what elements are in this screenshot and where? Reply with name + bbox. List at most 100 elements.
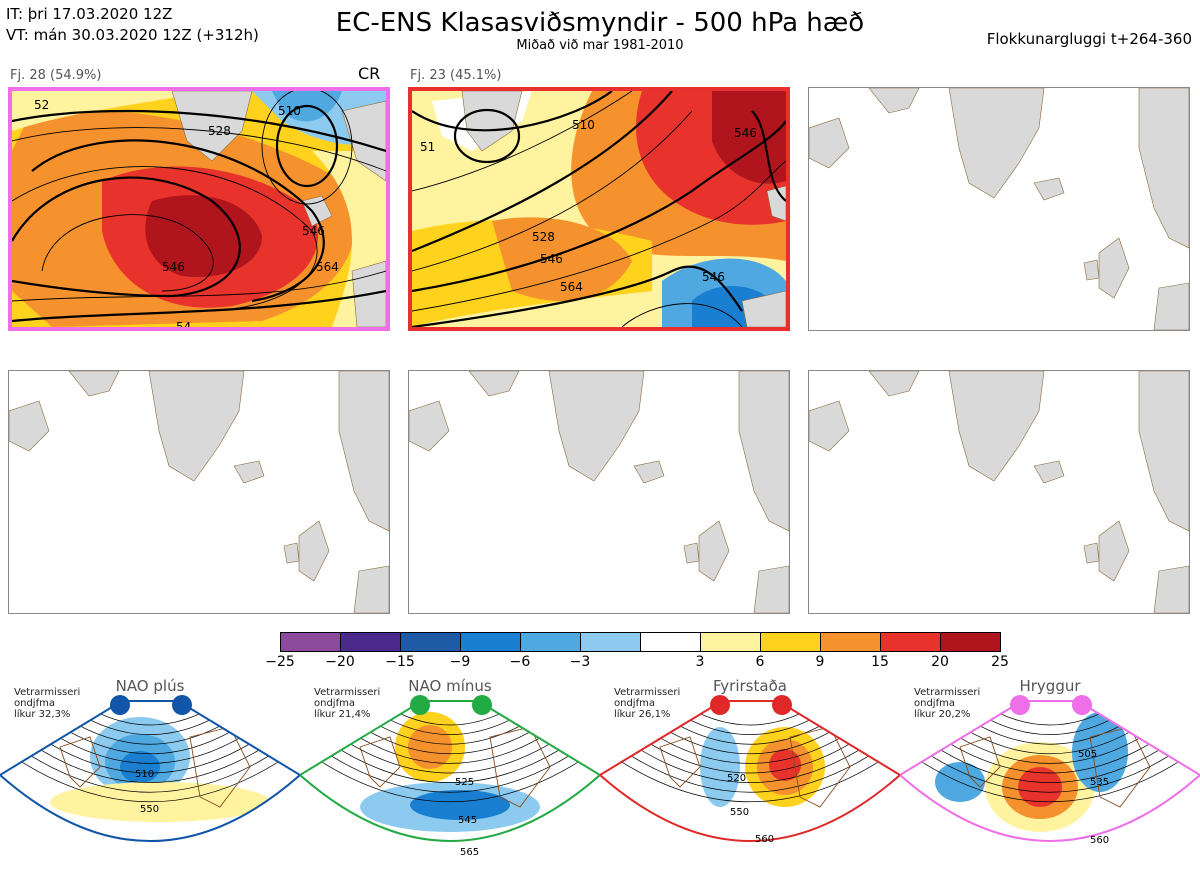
regime-name: Fyrirstaða — [713, 677, 787, 695]
contour-label: 528 — [532, 230, 555, 244]
cluster-map-2: 510 528 546 564 546 51 546 — [408, 87, 790, 331]
fan-border — [600, 700, 900, 842]
colorbar-tick: 25 — [991, 654, 1009, 670]
contour-label: 54 — [176, 320, 191, 327]
regime-marker-dot — [110, 695, 130, 715]
height-contour — [645, 701, 855, 726]
land-mass — [409, 371, 789, 613]
anomaly-blob — [50, 782, 270, 822]
panel-1-tag: CR — [358, 64, 381, 83]
colorbar-segment — [520, 632, 581, 652]
anomaly-blob — [1072, 712, 1128, 792]
colorbar-tick: 3 — [695, 654, 705, 670]
contour-label: 546 — [702, 270, 725, 284]
regime-marker-dot — [710, 695, 730, 715]
regime-name: Hryggur — [1019, 677, 1081, 695]
regime-blocking: 520 550 560 Fyrirstaða Vetrarmisseri ondjfma l… — [600, 677, 900, 871]
anomaly-blob — [408, 725, 452, 769]
window-label: Flokkunargluggi t+264-360 — [986, 30, 1192, 48]
regime-contour-label: 525 — [455, 777, 474, 788]
panel-1-title: Fj. 28 (54.9%) — [10, 68, 102, 83]
empty-map-4 — [8, 370, 390, 614]
contour-label: 546 — [162, 260, 185, 274]
colorbar-tick: −6 — [509, 654, 531, 670]
regime-nao-minus: 525 545 565 NAO mínus Vetrarmisseri ondjfma lí… — [300, 677, 600, 871]
colorbar-segment — [400, 632, 461, 652]
land-mass — [809, 371, 1189, 613]
contour-label: 51 — [420, 140, 435, 154]
colorbar-tick: −20 — [325, 654, 355, 670]
regime-marker-dot — [472, 695, 492, 715]
contour-label: 564 — [316, 260, 339, 274]
colorbar-segment — [760, 632, 821, 652]
contour-label: 564 — [560, 280, 583, 294]
contour-label: 510 — [278, 104, 301, 118]
regime-contour-label: 560 — [1090, 835, 1109, 846]
regime-contour-label: 505 — [1078, 749, 1097, 760]
page-title: EC-ENS Klasasviðsmyndir - 500 hPa hæð — [335, 8, 865, 38]
colorbar-segment — [880, 632, 941, 652]
initial-time: IT: þri 17.03.2020 12Z — [6, 5, 173, 23]
anomaly-blob — [700, 727, 740, 807]
regime-contour-label: 550 — [730, 807, 749, 818]
valid-time: VT: mán 30.03.2020 12Z (+312h) — [6, 26, 259, 44]
regime-contour-label: 565 — [460, 847, 479, 858]
fan-border — [0, 700, 300, 842]
regime-note: Vetrarmisseri ondjfma líkur 20,2% — [914, 687, 981, 720]
anomaly-blob — [120, 751, 160, 783]
colorbar-segment — [700, 632, 761, 652]
colorbar-tick: −3 — [569, 654, 591, 670]
regime-marker-dot — [172, 695, 192, 715]
empty-map-5 — [408, 370, 790, 614]
colorbar-tick: −15 — [385, 654, 415, 670]
regime-marker-dot — [1010, 695, 1030, 715]
land-mass — [809, 88, 1189, 330]
regime-contour-label: 510 — [135, 769, 154, 780]
regime-note: Vetrarmisseri ondjfma líkur 26,1% — [614, 687, 681, 720]
regime-contour-label: 545 — [458, 815, 477, 826]
height-contour — [345, 701, 555, 726]
colorbar-segment — [820, 632, 881, 652]
contour-label: 546 — [734, 126, 757, 140]
empty-map-6 — [808, 370, 1190, 614]
cluster-map-1: 52 510 528 546 564 546 54 — [8, 87, 390, 331]
anomaly-blob — [1018, 767, 1062, 807]
contour-label: 546 — [540, 252, 563, 266]
empty-map-3 — [808, 87, 1190, 331]
fan-border — [900, 700, 1200, 842]
regime-marker-dot — [410, 695, 430, 715]
colorbar-tick: 15 — [871, 654, 889, 670]
height-contour — [45, 701, 255, 726]
regime-name: NAO mínus — [408, 677, 492, 695]
colorbar-segment — [280, 632, 341, 652]
fan-border — [300, 700, 600, 842]
colorbar-segment — [580, 632, 641, 652]
regime-contour-label: 520 — [727, 773, 746, 784]
colorbar-segment — [940, 632, 1001, 652]
contour-label: 52 — [34, 98, 49, 112]
header-info: IT: þri 17.03.2020 12Z VT: mán 30.03.202… — [6, 4, 259, 46]
land-mass — [9, 371, 389, 613]
regime-contour-label: 535 — [1090, 777, 1109, 788]
regime-ridge: 505 535 560 Hryggur Vetrarmisseri ondjfma líku… — [900, 677, 1200, 871]
anomaly-blob — [410, 790, 510, 820]
colorbar-segment — [640, 632, 701, 652]
contour-label: 510 — [572, 118, 595, 132]
regime-marker-dot — [772, 695, 792, 715]
regime-nao-plus: 510 550 NAO plús Vetrarmisseri ondjfma líkur … — [0, 677, 300, 871]
regime-marker-dot — [1072, 695, 1092, 715]
colorbar-segment — [460, 632, 521, 652]
colorbar-tick: 9 — [815, 654, 825, 670]
colorbar-tick: 6 — [755, 654, 765, 670]
colorbar-tick: −25 — [265, 654, 295, 670]
regime-name: NAO plús — [115, 677, 185, 695]
regime-contour-label: 560 — [755, 834, 774, 845]
regime-note: Vetrarmisseri ondjfma líkur 32,3% — [14, 687, 81, 720]
regime-contour-label: 550 — [140, 804, 159, 815]
height-contour — [945, 701, 1155, 726]
contour-label: 546 — [302, 224, 325, 238]
colorbar-tick: 20 — [931, 654, 949, 670]
contour-label: 528 — [208, 124, 231, 138]
regime-note: Vetrarmisseri ondjfma líkur 21,4% — [314, 687, 381, 720]
colorbar-segment — [340, 632, 401, 652]
